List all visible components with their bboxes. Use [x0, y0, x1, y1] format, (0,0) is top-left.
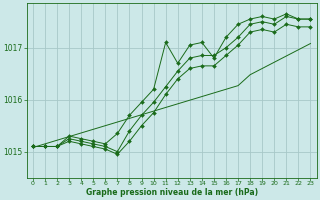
X-axis label: Graphe pression niveau de la mer (hPa): Graphe pression niveau de la mer (hPa) — [86, 188, 258, 197]
